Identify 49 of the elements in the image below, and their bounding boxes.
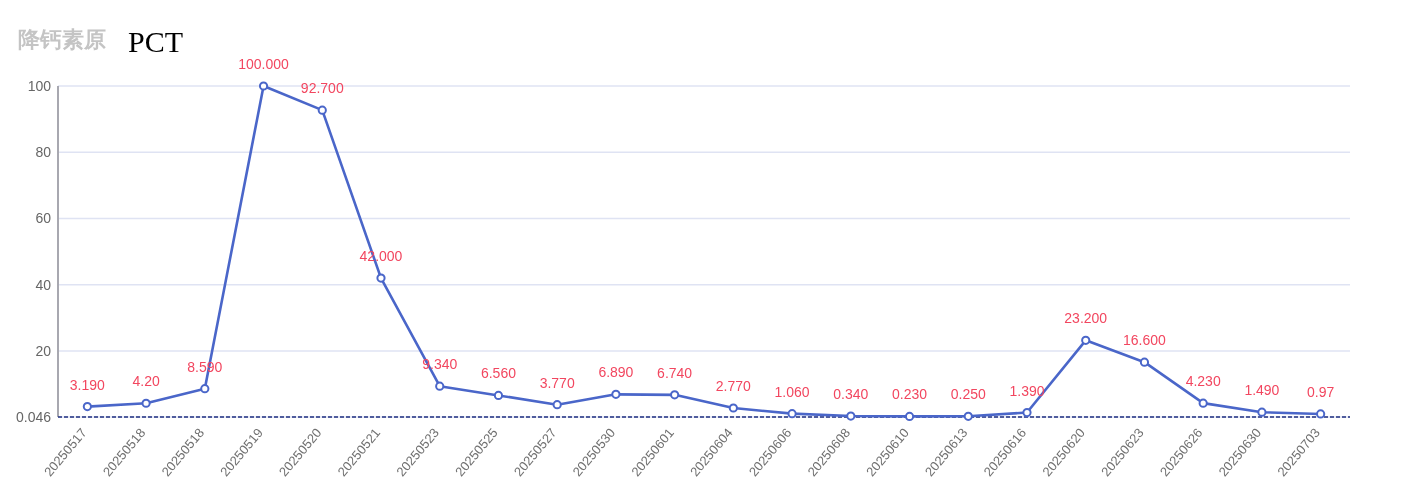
point [1139,357,1150,367]
data-label: 92.700 [300,80,344,97]
point [376,273,386,283]
data-label: 4.230 [1185,373,1221,390]
data-label: 4.20 [132,373,160,390]
point [1022,407,1032,418]
y-tick-label: 40 [35,276,52,293]
point [963,411,973,421]
y-tick-label: 20 [35,342,52,359]
point [435,381,445,391]
point [200,384,210,394]
point [611,389,621,399]
point [1198,398,1208,408]
point [670,390,680,400]
point [1316,409,1326,419]
point [787,409,797,419]
data-label: 100.000 [238,56,290,72]
data-label: 3.190 [69,376,106,393]
data-label: 0.250 [950,386,986,403]
data-label: 1.060 [774,383,810,400]
y-tick-label: 100 [27,78,52,94]
data-label: 2.770 [715,377,752,394]
point [552,400,562,410]
data-label: 1.490 [1244,382,1280,399]
data-label: 0.340 [833,386,869,403]
point [904,411,915,421]
y-tick-label: 0.046 [15,409,52,425]
data-label: 0.230 [892,386,928,403]
chart-title: 降钙素原 [18,27,106,52]
data-label: 1.390 [1009,382,1045,399]
point [846,411,856,421]
point [1081,335,1091,345]
y-tick-label: 60 [35,210,52,227]
point [493,390,504,401]
chart-subtitle: PCT [128,25,184,58]
y-tick-label: 80 [35,144,52,161]
data-label: 23.200 [1064,310,1108,327]
point [82,401,92,412]
point [317,105,327,115]
data-label: 6.560 [480,365,517,382]
point [141,398,151,408]
data-label: 0.97 [1307,383,1335,400]
point [258,81,269,91]
data-label: 16.600 [1123,332,1167,349]
data-label: 3.770 [539,374,575,391]
point [728,403,738,413]
point [1257,407,1267,417]
data-label: 6.890 [598,364,634,381]
data-label: 6.740 [657,364,693,381]
